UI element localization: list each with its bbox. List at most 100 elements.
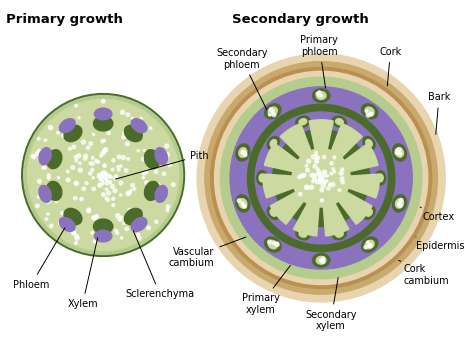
Circle shape [205,62,438,294]
Circle shape [111,168,114,171]
Circle shape [103,172,107,176]
Circle shape [72,230,75,234]
Circle shape [74,155,78,159]
Circle shape [98,175,101,179]
Circle shape [101,178,104,181]
Circle shape [273,242,275,245]
Circle shape [109,176,112,179]
Circle shape [42,167,44,169]
Circle shape [300,174,304,178]
Circle shape [117,155,121,159]
Circle shape [132,221,134,223]
Circle shape [112,197,115,200]
Circle shape [322,171,326,174]
Circle shape [307,159,310,163]
Ellipse shape [239,148,247,157]
Circle shape [247,104,395,252]
Circle shape [323,174,326,177]
Circle shape [268,114,271,116]
Circle shape [98,184,101,187]
Ellipse shape [299,231,307,237]
Circle shape [211,67,432,289]
Circle shape [320,188,324,192]
Circle shape [108,223,111,226]
Circle shape [333,156,336,159]
Circle shape [268,240,272,244]
Circle shape [61,211,64,215]
Circle shape [96,160,100,164]
Ellipse shape [316,257,326,264]
Circle shape [98,173,101,177]
Circle shape [95,159,98,162]
Circle shape [91,216,95,220]
Ellipse shape [64,208,82,225]
Wedge shape [321,178,372,224]
Ellipse shape [259,174,265,182]
Ellipse shape [47,181,62,200]
Ellipse shape [39,148,51,165]
Circle shape [320,199,324,202]
Circle shape [315,160,318,163]
Circle shape [341,168,344,171]
Ellipse shape [336,119,343,125]
Circle shape [110,185,115,188]
Circle shape [35,152,39,156]
Circle shape [113,176,118,180]
Circle shape [319,259,323,262]
Circle shape [113,189,117,193]
Circle shape [122,222,125,225]
Circle shape [104,148,108,152]
Circle shape [311,155,316,159]
Circle shape [78,117,80,119]
Circle shape [45,218,48,220]
Circle shape [131,184,135,187]
Circle shape [398,203,402,207]
Ellipse shape [236,195,250,212]
Text: Epidermis: Epidermis [416,237,465,251]
Circle shape [74,241,77,245]
Circle shape [315,180,319,184]
Circle shape [116,214,120,218]
Circle shape [27,99,179,251]
Ellipse shape [296,229,310,240]
Circle shape [103,164,106,167]
Circle shape [241,202,244,205]
Circle shape [102,149,107,153]
Circle shape [72,133,75,136]
Circle shape [321,178,325,182]
Circle shape [323,170,327,174]
Circle shape [140,220,143,223]
Circle shape [154,184,156,187]
Circle shape [103,139,106,142]
Circle shape [136,218,139,221]
Text: Xylem: Xylem [67,238,98,309]
Circle shape [142,172,146,175]
Circle shape [77,154,81,158]
Circle shape [119,216,123,220]
Circle shape [118,168,120,171]
Ellipse shape [131,218,147,231]
Text: Primary
phloem: Primary phloem [301,35,338,88]
Text: Secondary
xylem: Secondary xylem [305,278,356,331]
Circle shape [124,168,128,172]
Circle shape [400,198,403,201]
Text: Cork: Cork [379,47,401,86]
Circle shape [32,155,36,159]
Circle shape [319,172,322,175]
Circle shape [369,112,372,115]
Circle shape [123,131,126,135]
Wedge shape [321,143,378,178]
Ellipse shape [145,150,160,168]
Circle shape [319,181,321,184]
Circle shape [45,157,47,159]
Circle shape [128,208,132,212]
Circle shape [85,182,88,185]
Circle shape [320,94,322,97]
Ellipse shape [257,171,267,185]
Circle shape [44,167,46,169]
Circle shape [91,168,94,172]
Circle shape [326,174,328,177]
Circle shape [315,160,319,163]
Circle shape [64,225,66,227]
Circle shape [143,218,146,221]
